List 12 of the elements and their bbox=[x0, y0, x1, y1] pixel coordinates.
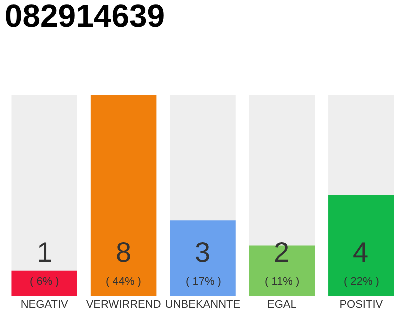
x-tick-label: UNBEKANNTE bbox=[165, 299, 241, 311]
data-label: 4 ( 22% ) bbox=[344, 237, 380, 288]
data-label: 8 ( 44% ) bbox=[106, 237, 142, 288]
data-label: 2 ( 11% ) bbox=[265, 237, 300, 288]
chart-title: 082914639 bbox=[4, 0, 166, 34]
x-tick-label: POSITIV bbox=[340, 299, 384, 311]
x-tick-label: EGAL bbox=[268, 299, 297, 311]
x-tick-label: VERWIRREND bbox=[86, 299, 162, 311]
data-label: 1 ( 6% ) bbox=[30, 237, 60, 288]
bar bbox=[12, 270, 78, 296]
data-label: 3 ( 17% ) bbox=[186, 237, 222, 288]
x-tick-label: NEGATIV bbox=[20, 299, 69, 311]
